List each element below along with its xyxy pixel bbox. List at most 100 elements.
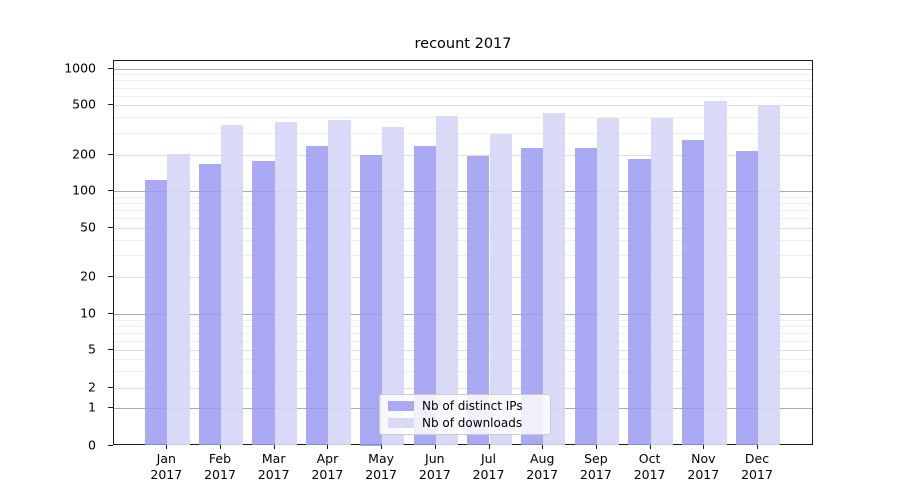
gridline-300 [114, 133, 812, 134]
y-tick-mark [108, 313, 113, 315]
x-tick-mark [542, 445, 544, 449]
x-tick-mark [757, 445, 758, 449]
x-tick-label-jul: Jul 2017 [472, 451, 505, 482]
y-tick-mark [108, 386, 113, 388]
gridline-20 [114, 277, 812, 278]
y-tick-label-1000: 1000 [64, 60, 96, 76]
gridline-400 [114, 117, 812, 119]
x-tick-label-aug: Aug 2017 [526, 451, 559, 482]
y-tick-label-5: 5 [88, 341, 96, 357]
bar-apr-downloads [328, 120, 351, 446]
x-tick-mark [327, 445, 329, 449]
x-tick-label-may: May 2017 [365, 451, 397, 482]
y-tick-label-500: 500 [72, 96, 96, 112]
x-tick-label-sep: Sep 2017 [579, 451, 612, 482]
bar-jan-distinct-ips [145, 179, 168, 446]
y-tick-mark [108, 104, 113, 106]
bar-nov-distinct-ips [682, 139, 705, 446]
x-tick-mark [273, 445, 275, 449]
y-tick-label-100: 100 [72, 182, 96, 198]
bar-may-distinct-ips [359, 155, 383, 446]
y-tick-mark [108, 349, 113, 351]
gridline-500 [114, 105, 812, 107]
y-tick-label-1: 1 [88, 399, 96, 415]
bar-aug-distinct-ips [520, 148, 544, 446]
bar-oct-downloads [650, 118, 673, 446]
y-tick-label-10: 10 [80, 305, 96, 321]
gridline-70 [114, 210, 812, 212]
gridline-50 [114, 228, 812, 229]
legend-swatch-distinct-ips [388, 401, 414, 411]
x-tick-mark [488, 445, 490, 449]
gridline-60 [114, 218, 812, 220]
x-tick-label-apr: Apr 2017 [311, 451, 344, 482]
bar-may-downloads [382, 127, 405, 446]
y-tick-label-2: 2 [88, 379, 96, 395]
x-tick-mark [166, 445, 168, 449]
gridline-200 [114, 155, 812, 156]
bar-jan-downloads [167, 153, 190, 446]
x-tick-mark [703, 445, 705, 449]
x-tick-mark [434, 445, 436, 449]
x-tick-mark [381, 445, 383, 449]
gridline-90 [114, 196, 812, 198]
gridline-30 [114, 255, 812, 257]
bar-jul-distinct-ips [467, 156, 490, 446]
x-tick-label-jun: Jun 2017 [418, 451, 451, 482]
y-tick-label-50: 50 [80, 219, 96, 235]
y-tick-mark [108, 444, 113, 446]
bar-feb-distinct-ips [198, 163, 221, 446]
gridline-80 [114, 203, 812, 205]
gridline-100 [114, 191, 812, 193]
bar-jun-distinct-ips [413, 145, 436, 446]
bar-dec-distinct-ips [735, 151, 758, 446]
legend-item-distinct-ips: Nb of distinct IPs [380, 399, 550, 413]
x-tick-mark [595, 445, 597, 449]
y-tick-mark [108, 67, 113, 69]
bar-sep-distinct-ips [574, 148, 597, 446]
bar-aug-downloads [543, 113, 566, 446]
bar-mar-downloads [274, 121, 297, 446]
gridline-5 [114, 350, 812, 352]
x-tick-label-nov: Nov 2017 [687, 451, 720, 482]
y-tick-mark [108, 154, 113, 155]
y-tick-mark [108, 407, 113, 409]
y-tick-label-0: 0 [88, 437, 96, 452]
gridline-800 [114, 80, 812, 82]
gridline-9 [114, 319, 812, 321]
x-tick-label-oct: Oct 2017 [633, 451, 666, 482]
gridline-1000 [114, 68, 812, 70]
bar-nov-downloads [704, 101, 727, 446]
x-tick-label-dec: Dec 2017 [741, 451, 773, 482]
y-tick-mark [108, 227, 113, 228]
gridline-3 [114, 371, 812, 373]
x-tick-mark [220, 445, 221, 449]
bar-sep-downloads [596, 118, 620, 446]
chart-title: recount 2017 [414, 36, 512, 52]
legend: Nb of distinct IPs Nb of downloads [379, 394, 551, 435]
bar-oct-distinct-ips [628, 159, 651, 446]
gridline-900 [114, 74, 812, 76]
gridline-2 [114, 387, 812, 389]
y-tick-mark [108, 276, 113, 277]
plot-area: Nb of distinct IPs Nb of downloads [113, 60, 813, 446]
legend-label-distinct-ips: Nb of distinct IPs [422, 399, 523, 413]
bar-mar-distinct-ips [252, 160, 275, 446]
bar-jun-downloads [435, 116, 459, 446]
gridline-40 [114, 239, 812, 241]
gridline-700 [114, 87, 812, 89]
gridline-10 [114, 314, 812, 316]
y-tick-label-20: 20 [80, 268, 96, 284]
y-tick-mark [108, 190, 113, 192]
legend-label-downloads: Nb of downloads [422, 416, 523, 430]
x-tick-label-feb: Feb 2017 [204, 451, 236, 482]
gridline-7 [114, 332, 812, 334]
legend-item-downloads: Nb of downloads [380, 416, 550, 430]
y-tick-label-200: 200 [72, 146, 96, 162]
x-tick-label-mar: Mar 2017 [257, 451, 290, 482]
bar-dec-downloads [758, 104, 781, 446]
gridline-600 [114, 95, 812, 97]
bar-apr-distinct-ips [306, 146, 329, 446]
x-tick-label-jan: Jan 2017 [150, 451, 183, 482]
